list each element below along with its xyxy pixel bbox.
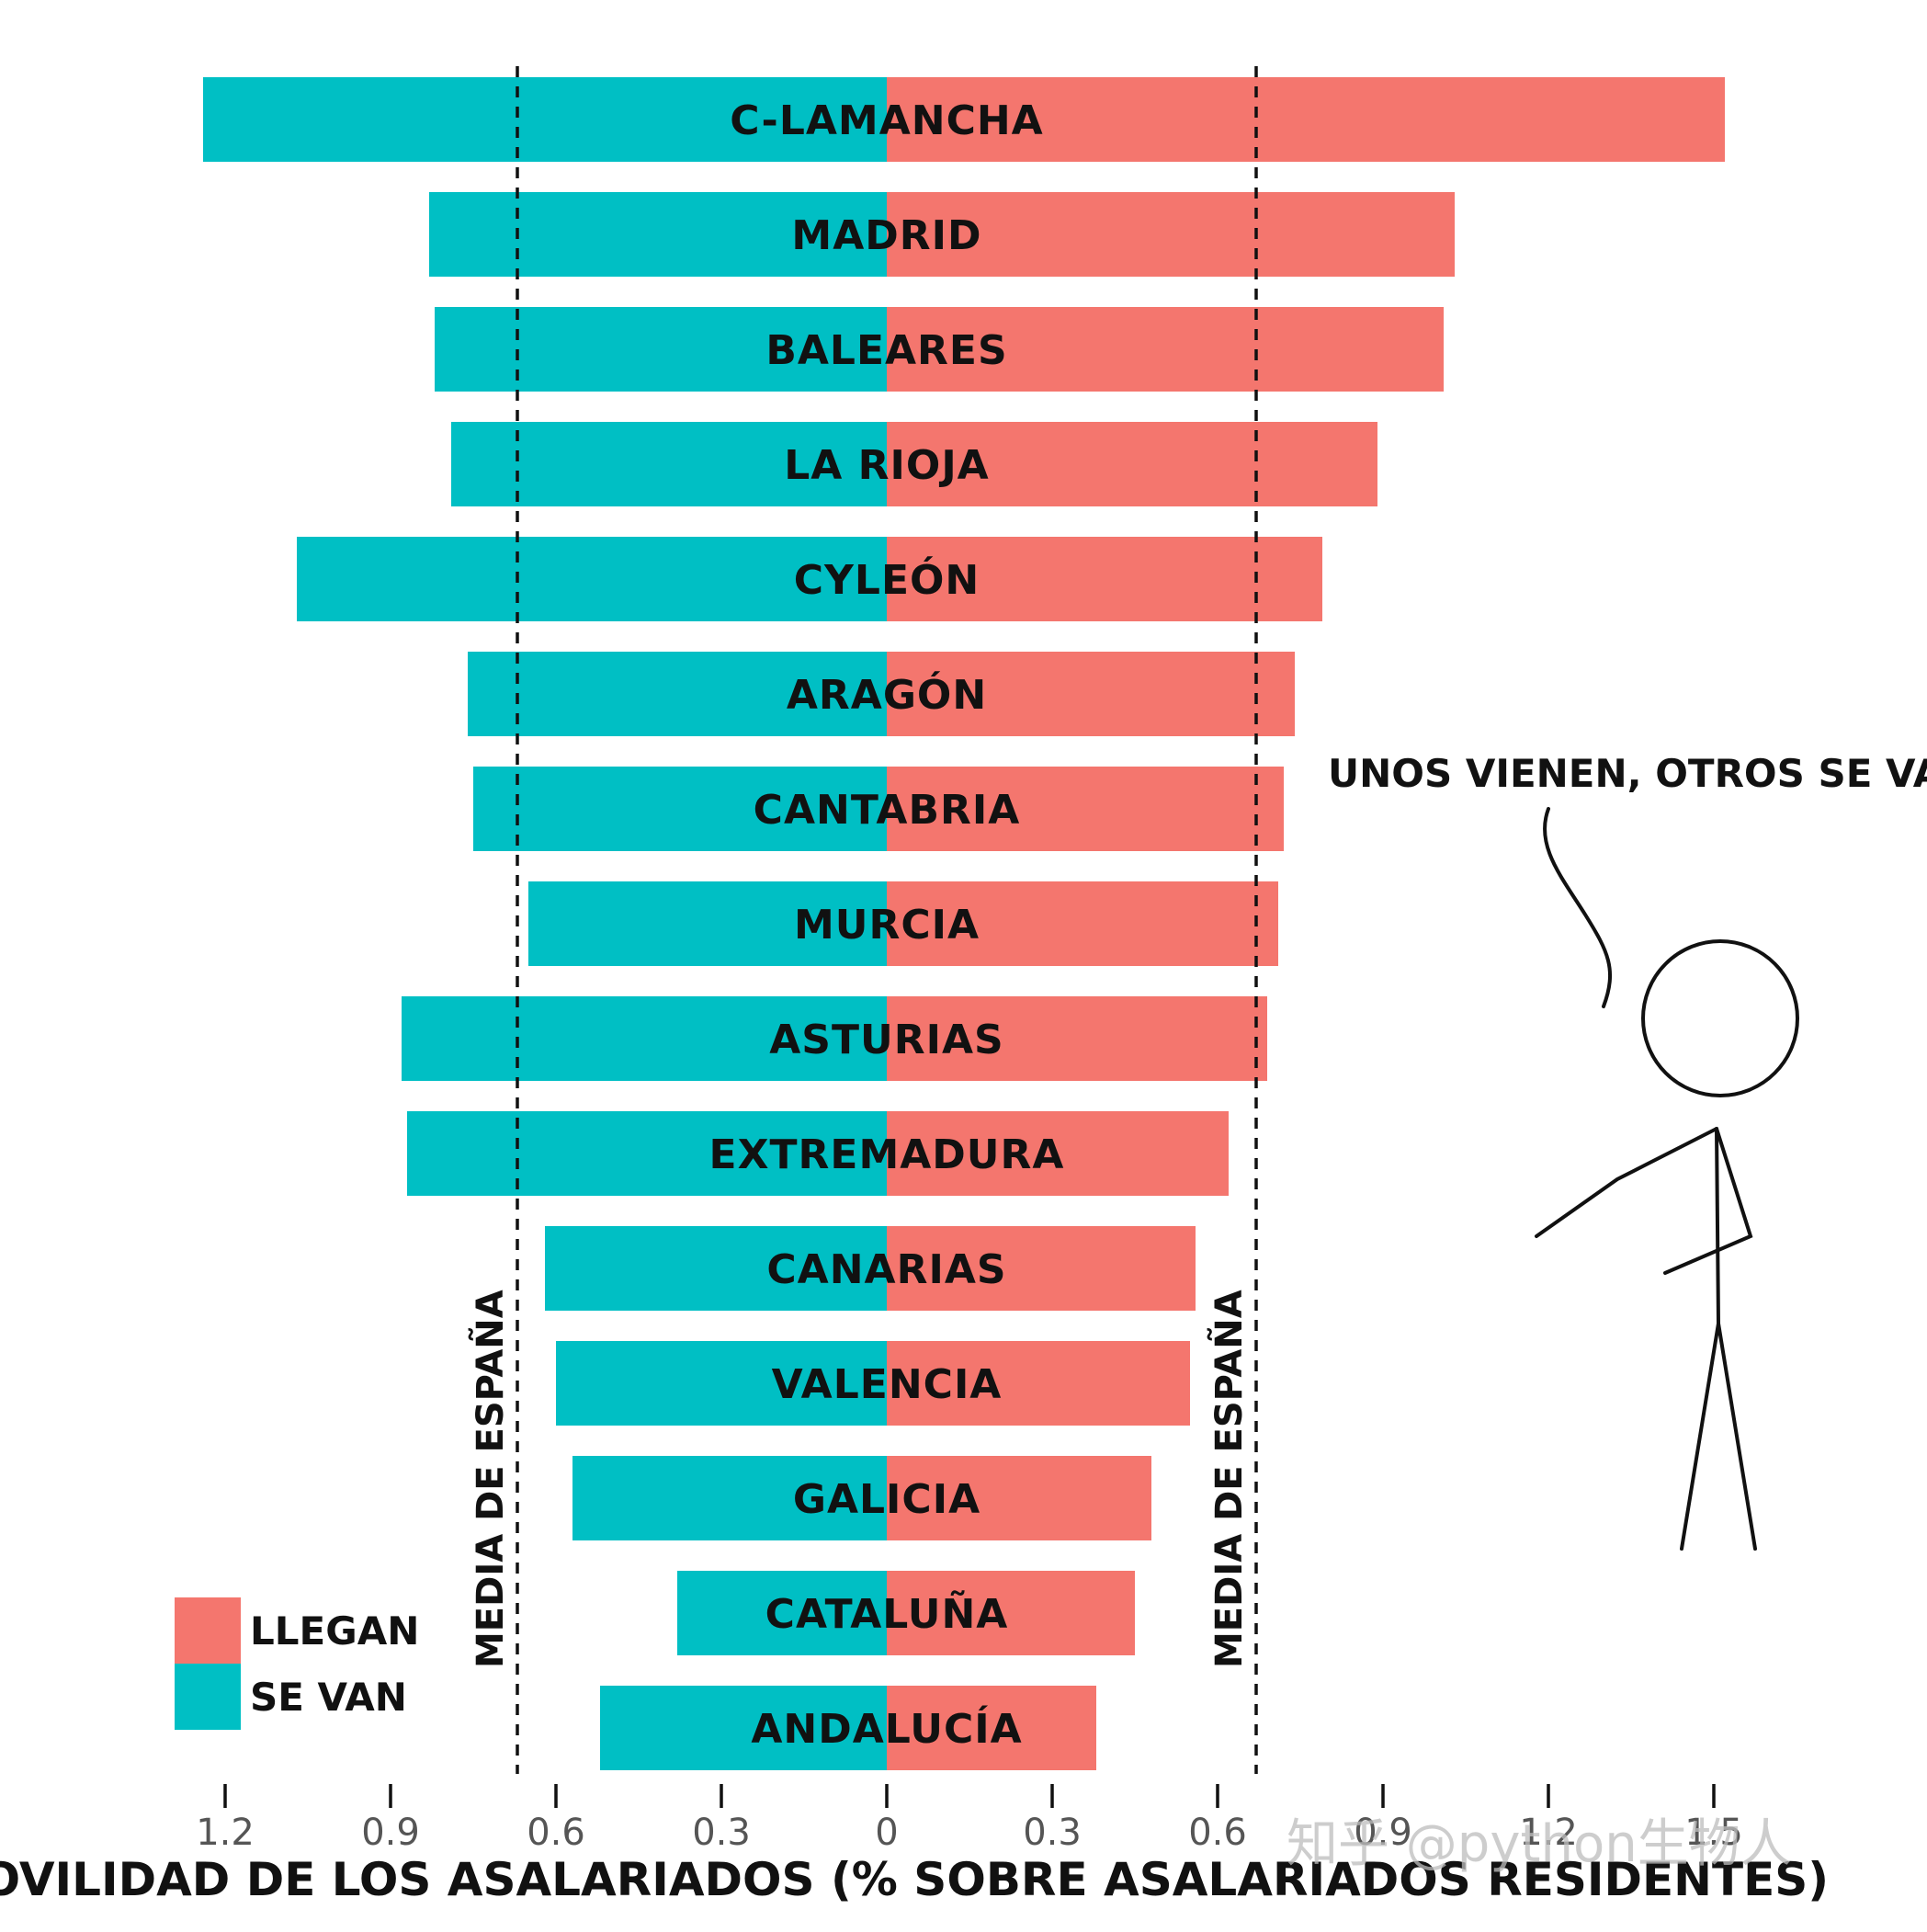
legend-label-llegan: LLEGAN (250, 1608, 419, 1654)
bar-llegan-valencia (887, 1341, 1190, 1426)
bar-se-van-arag-n (468, 652, 887, 736)
mean-line-label-right: MEDIA DE ESPAÑA (1207, 1290, 1251, 1668)
category-label-extremadura: EXTREMADURA (709, 1131, 1065, 1178)
bar-se-van-cantabria (473, 767, 887, 851)
bar-llegan-c-lamancha (887, 77, 1725, 162)
bar-se-van-galicia (572, 1456, 887, 1540)
bar-se-van-baleares (435, 307, 887, 392)
bar-llegan-galicia (887, 1456, 1151, 1540)
x-axis: 1.2 0.9 0.6 0.3 0 0.3 0.6 0.9 1.2 1.5 (196, 1784, 1743, 1854)
legend-label-se-van: SE VAN (250, 1675, 407, 1720)
bar-llegan-asturias (887, 996, 1267, 1081)
category-label-arag-n: ARAGÓN (787, 670, 987, 719)
bar-se-van-catalu-a (677, 1571, 887, 1655)
category-label-canarias: CANARIAS (766, 1246, 1006, 1293)
bar-llegan-madrid (887, 192, 1455, 277)
category-label-galicia: GALICIA (793, 1476, 981, 1523)
bar-se-van-extremadura (407, 1111, 887, 1196)
x-tick-label: 0 (875, 1812, 898, 1854)
x-tick-label: 1.5 (1684, 1812, 1743, 1854)
x-tick-label: 1.2 (1519, 1812, 1578, 1854)
bar-se-van-andaluc-a (600, 1686, 887, 1770)
x-tick-label: 0.6 (1188, 1812, 1247, 1854)
speech-bubble-tail (1543, 807, 1612, 1008)
category-label-cantabria: CANTABRIA (754, 787, 1021, 834)
category-label-asturias: ASTURIAS (769, 1017, 1003, 1063)
stick-figure-right-arm (1663, 1127, 1753, 1275)
mean-lines-layer: MEDIA DE ESPAÑA MEDIA DE ESPAÑA (468, 66, 1258, 1774)
bar-se-van-la-rioja (451, 422, 887, 506)
x-tick-label: 0.3 (1023, 1812, 1082, 1854)
category-label-valencia: VALENCIA (772, 1361, 1003, 1408)
x-tick-label: 0.9 (1354, 1812, 1412, 1854)
x-tick-label: 0.6 (527, 1812, 585, 1854)
bar-llegan-extremadura (887, 1111, 1229, 1196)
bar-llegan-andaluc-a (887, 1686, 1096, 1770)
bar-llegan-cyle-n (887, 537, 1322, 621)
legend-swatch-se-van (175, 1664, 241, 1730)
mean-line-label-left: MEDIA DE ESPAÑA (468, 1290, 512, 1668)
category-label-madrid: MADRID (791, 212, 981, 259)
bar-llegan-cantabria (887, 767, 1284, 851)
bar-se-van-valencia (556, 1341, 887, 1426)
x-axis-title: MOVILIDAD DE LOS ASALARIADOS (% SOBRE AS… (0, 1853, 1829, 1906)
bars-layer (203, 77, 1725, 1770)
x-tick-label: 0.3 (692, 1812, 751, 1854)
x-tick-label: 1.2 (196, 1812, 255, 1854)
bar-llegan-la-rioja (887, 422, 1377, 506)
bar-llegan-catalu-a (887, 1571, 1135, 1655)
bar-se-van-c-lamancha (203, 77, 887, 162)
stick-figure-right-leg (1717, 1322, 1757, 1551)
bar-llegan-baleares (887, 307, 1444, 392)
bar-llegan-canarias (887, 1226, 1196, 1311)
category-label-la-rioja: LA RIOJA (784, 442, 990, 489)
stick-figure-left-leg (1680, 1322, 1720, 1551)
watermark: 知乎 @python生物人 (1287, 1814, 1792, 1874)
category-label-catalu-a: CATALUÑA (765, 1589, 1009, 1638)
bar-labels-layer: C-LAMANCHA MADRID BALEARES LA RIOJA CYLEÓN AR… (709, 97, 1065, 1753)
stick-figure-head (1641, 939, 1799, 1097)
legend: LLEGAN SE VAN (175, 1597, 419, 1730)
x-tick-label: 0.9 (361, 1812, 420, 1854)
legend-swatch-llegan (175, 1597, 241, 1664)
category-label-c-lamancha: C-LAMANCHA (730, 97, 1043, 144)
category-label-murcia: MURCIA (794, 902, 980, 949)
bar-se-van-cyle-n (297, 537, 887, 621)
bar-se-van-canarias (545, 1226, 887, 1311)
bar-llegan-arag-n (887, 652, 1295, 736)
bar-se-van-asturias (402, 996, 887, 1081)
bar-llegan-murcia (887, 881, 1278, 966)
category-label-baleares: BALEARES (765, 327, 1007, 374)
stick-figure-illustration (1535, 939, 1799, 1551)
speech-annotation: UNOS VIENEN, OTROS SE VAN (1328, 751, 1927, 796)
bar-se-van-madrid (429, 192, 887, 277)
bar-se-van-murcia (528, 881, 887, 966)
stick-figure-left-arm (1535, 1127, 1718, 1238)
category-label-cyle-n: CYLEÓN (794, 555, 980, 604)
category-label-andaluc-a: ANDALUCÍA (751, 1704, 1022, 1753)
stick-figure-body (1715, 1127, 1720, 1325)
